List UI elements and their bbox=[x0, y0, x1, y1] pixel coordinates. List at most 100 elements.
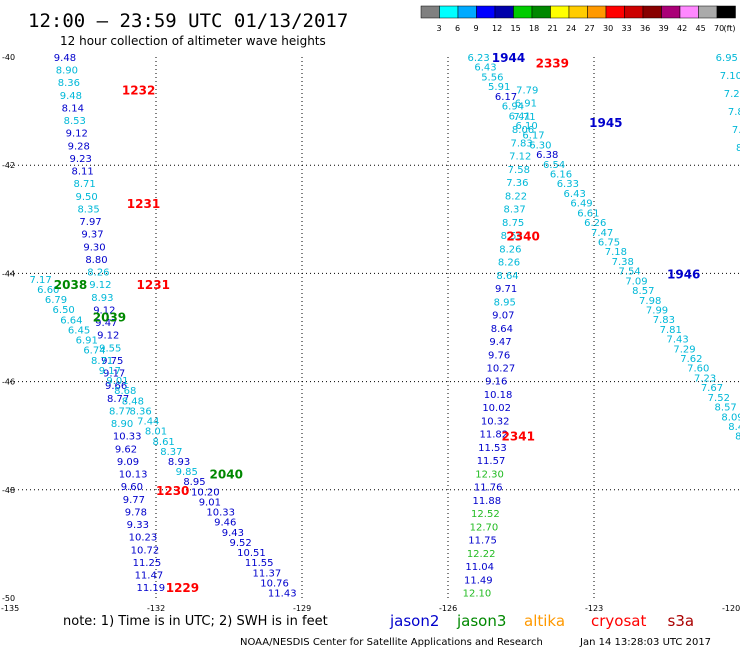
legend-label: 3 bbox=[437, 24, 442, 33]
wave-height-value: 6.64 bbox=[60, 315, 82, 326]
wave-height-value: 10.02 bbox=[482, 403, 511, 414]
wave-height-value: 9.76 bbox=[488, 350, 510, 361]
wave-height-value: 8.95 bbox=[183, 477, 205, 488]
wave-height-value: 6.79 bbox=[45, 295, 67, 306]
wave-height-value: 7.27 bbox=[724, 89, 740, 100]
time-label: 1945 bbox=[589, 116, 622, 130]
x-tick-label: -132 bbox=[147, 604, 165, 613]
wave-height-value: 9.01 bbox=[106, 376, 128, 387]
legend-swatch bbox=[457, 5, 477, 19]
satellite-tracks: 9.488.908.369.488.148.539.129.289.238.11… bbox=[29, 53, 740, 600]
wave-height-value: 9.28 bbox=[68, 141, 90, 152]
footer-timestamp: Jan 14 13:28:03 UTC 2017 bbox=[579, 637, 711, 648]
legend-swatch bbox=[716, 5, 736, 19]
wave-height-value: 9.17 bbox=[103, 369, 125, 380]
legend-swatch bbox=[476, 5, 496, 19]
legend-label: 42 bbox=[677, 24, 687, 33]
wave-height-value: 7.10 bbox=[720, 71, 740, 82]
time-label: 1231 bbox=[137, 278, 170, 292]
legend-label: 24 bbox=[566, 24, 576, 33]
legend-swatch bbox=[513, 5, 533, 19]
wave-height-value: 7.29 bbox=[673, 344, 695, 355]
wave-height-value: 7.44 bbox=[137, 417, 159, 428]
wave-height-value: 8.77 bbox=[107, 394, 129, 405]
wave-height-value: 9.71 bbox=[495, 284, 517, 295]
y-tick-label: -44 bbox=[2, 269, 15, 278]
wave-height-value: 7.7 bbox=[732, 125, 740, 136]
x-tick-label: -120 bbox=[722, 604, 740, 613]
wave-height-value: 9.07 bbox=[492, 311, 514, 322]
wave-height-value: 7.81 bbox=[660, 325, 682, 336]
legend-swatch bbox=[624, 5, 644, 19]
wave-height-value: 8.37 bbox=[503, 205, 525, 216]
wave-height-value: 7.83 bbox=[728, 107, 740, 118]
time-label: 1232 bbox=[122, 83, 155, 97]
footer-note: note: 1) Time is in UTC; 2) SWH is in fe… bbox=[63, 614, 328, 629]
wave-height-value: 6.17 bbox=[522, 131, 544, 142]
wave-height-value: 11.88 bbox=[472, 496, 501, 507]
wave-height-value: 6.95 bbox=[716, 53, 738, 64]
wave-height-value: 6.75 bbox=[598, 237, 620, 248]
wave-height-value: 7.71 bbox=[513, 112, 535, 123]
wave-height-value: 6.45 bbox=[68, 325, 90, 336]
legend-label: 12 bbox=[492, 24, 502, 33]
wave-height-value: 8.43 bbox=[728, 422, 740, 433]
wave-height-value: 9.66 bbox=[105, 381, 127, 392]
wave-height-value: 8.68 bbox=[114, 386, 136, 397]
satellite-jason3: jason3 bbox=[456, 612, 506, 630]
legend-label: 45 bbox=[696, 24, 706, 33]
wave-height-value: 6.23 bbox=[467, 53, 489, 64]
legend-label: 6 bbox=[455, 24, 460, 33]
wave-height-value: 7.12 bbox=[509, 152, 531, 163]
wave-height-value: 8.57 bbox=[632, 286, 654, 297]
wave-height-value: 8.95 bbox=[494, 297, 516, 308]
wave-height-value: 6.50 bbox=[53, 305, 75, 316]
wave-height-value: 10.20 bbox=[191, 487, 220, 498]
wave-height-value: 11.37 bbox=[253, 568, 282, 579]
wave-height-value: 10.72 bbox=[131, 545, 160, 556]
wave-height-value: 10.13 bbox=[119, 470, 148, 481]
axis-ticks: -40 -42 -44 -46 -48 -50-135 -132 -129 -126 -123 -1… bbox=[1, 53, 740, 613]
wave-height-value: 8.06 bbox=[512, 125, 534, 136]
wave-height-value: 8.41 bbox=[735, 432, 740, 443]
legend-label: 70 bbox=[714, 24, 724, 33]
legend-unit: (ft) bbox=[724, 24, 736, 33]
wave-height-value: 9.75 bbox=[101, 356, 123, 367]
time-label: 2341 bbox=[502, 430, 535, 444]
wave-height-value: 8.90 bbox=[56, 66, 78, 77]
wave-height-value: 12.52 bbox=[471, 509, 500, 520]
legend-label: 27 bbox=[585, 24, 595, 33]
wave-height-value: 8.36 bbox=[58, 78, 80, 89]
wave-height-value: 6.43 bbox=[474, 63, 496, 74]
wave-height-value: 7.54 bbox=[618, 267, 640, 278]
wave-height-value: 7.38 bbox=[612, 257, 634, 268]
wave-height-value: 8.71 bbox=[73, 179, 95, 190]
wave-height-value: 9.43 bbox=[222, 528, 244, 539]
wave-height-value: 9.17 bbox=[99, 366, 121, 377]
x-tick-label: -135 bbox=[1, 604, 19, 613]
wave-height-value: 9.30 bbox=[83, 242, 105, 253]
wave-height-value: 9.16 bbox=[485, 377, 507, 388]
wave-height-value: 9.33 bbox=[127, 520, 149, 531]
wave-height-value: 6.10 bbox=[516, 121, 538, 132]
wave-height-value: 7.23 bbox=[694, 373, 716, 384]
wave-height-value: 9.12 bbox=[97, 331, 119, 342]
wave-height-value: 6.49 bbox=[570, 199, 592, 210]
wave-height-value: 9.55 bbox=[99, 343, 121, 354]
wave-height-value: 6.33 bbox=[557, 179, 579, 190]
wave-height-value: 7.83 bbox=[510, 138, 532, 149]
wave-height-value: 8.90 bbox=[111, 419, 133, 430]
legend-swatch bbox=[420, 5, 440, 19]
wave-height-value: 6.30 bbox=[529, 140, 551, 151]
wave-height-value: 10.33 bbox=[206, 508, 235, 519]
wave-height-value: 9.48 bbox=[54, 53, 76, 64]
wave-height-value: 11.75 bbox=[468, 536, 497, 547]
wave-height-value: 6.94 bbox=[502, 102, 524, 113]
x-tick-label: -126 bbox=[439, 604, 457, 613]
wave-height-value: 9.12 bbox=[66, 129, 88, 140]
wave-height-value: 12.70 bbox=[470, 522, 499, 533]
wave-height-value: 11.25 bbox=[133, 558, 162, 569]
legend-swatch bbox=[698, 5, 718, 19]
legend-swatch bbox=[679, 5, 699, 19]
wave-height-value: 8.93 bbox=[91, 293, 113, 304]
